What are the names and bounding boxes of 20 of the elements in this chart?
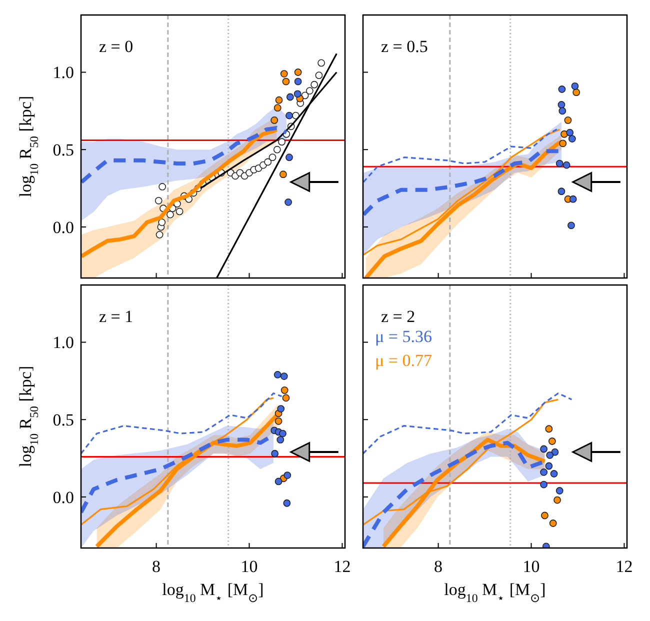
annotation: z = 0 xyxy=(99,37,134,56)
annotation: z = 0.5 xyxy=(381,37,428,56)
x-tick-label: 10 xyxy=(522,557,540,576)
text: μ = 0.77 xyxy=(375,351,432,370)
x-tick-label: 12 xyxy=(616,557,633,576)
text: μ = 5.36 xyxy=(375,327,432,346)
annotation: z = 1 xyxy=(99,307,134,326)
y-tick-label: 0.0 xyxy=(52,218,74,237)
x-tick-label: 8 xyxy=(434,557,443,576)
x-tick-label: 12 xyxy=(334,557,351,576)
x-tick-label: 8 xyxy=(152,557,161,576)
y-tick-label: 1.0 xyxy=(52,333,74,352)
x-tick-label: 10 xyxy=(240,557,258,576)
y-tick-label: 0.5 xyxy=(52,410,74,430)
x-axis-title: log$_{10}$ M$_{⋆}$ [M$_{⊙}$] xyxy=(444,580,546,605)
annotation: z = 2 xyxy=(381,307,416,326)
y-tick-label: 1.0 xyxy=(52,63,74,82)
y-tick-label: 0.0 xyxy=(52,488,74,507)
y-tick-label: 0.5 xyxy=(52,140,74,160)
x-axis-title: log$_{10}$ M$_{⋆}$ [M$_{⊙}$] xyxy=(162,580,264,605)
